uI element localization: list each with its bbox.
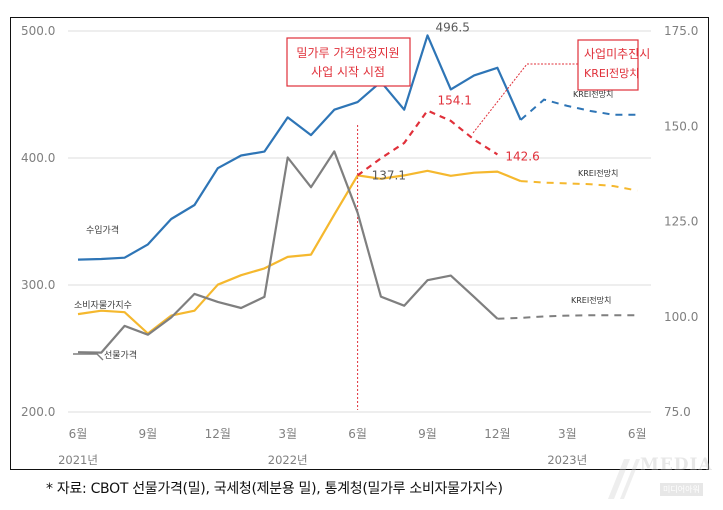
y-right-tick-label: 150.0: [664, 119, 698, 133]
y-right-tick-label: 75.0: [664, 405, 691, 419]
no-program-callout-text: 사업미추진시: [584, 47, 650, 61]
x-tick-label: 12월: [484, 427, 510, 441]
no-program-callout-text: KREI전망치: [584, 67, 639, 80]
y-right-tick-label: 125.0: [664, 215, 698, 229]
forecast-label: KREI전망치: [578, 168, 618, 178]
forecast-line-right-2: [497, 314, 638, 320]
series-line-right-1: [77, 169, 522, 335]
watermark: MEDIA 미디어아워: [602, 455, 720, 505]
x-tick-label: 3월: [558, 427, 577, 441]
series-line-right-3: [356, 109, 498, 177]
forecast-label: KREI전망치: [571, 295, 611, 305]
program-start-callout-box: [286, 37, 411, 87]
watermark-subtext: 미디어아워: [660, 483, 703, 496]
watermark-text: MEDIA: [640, 455, 713, 475]
y-left-tick-label: 200.0: [21, 405, 55, 419]
series-label: 수입가격: [86, 224, 119, 236]
y-left-tick-label: 300.0: [21, 278, 55, 292]
forecast-label: KREI전망치: [573, 89, 613, 99]
x-year-label: 2022년: [268, 453, 308, 467]
axes: 200.0 300.0 400.0 500.0 75.0 100.0 125.0 150.0 1…: [21, 24, 698, 467]
x-tick-label: 6월: [69, 427, 88, 441]
y-right-tick-label: 175.0: [664, 24, 698, 38]
series-lines: [77, 34, 638, 354]
x-tick-label: 3월: [278, 427, 297, 441]
x-tick-label: 6월: [348, 427, 367, 441]
program-start-callout-text: 밀가루 가격안정지원: [296, 46, 399, 60]
series-line-right-2: [77, 150, 499, 354]
x-tick-label: 9월: [418, 427, 437, 441]
y-right-tick-label: 100.0: [664, 310, 698, 324]
data-label: 137.1: [372, 168, 406, 182]
data-label: 496.5: [436, 20, 470, 34]
series-label-leader: [73, 353, 104, 361]
x-tick-label: 9월: [139, 427, 158, 441]
x-year-label: 2023년: [547, 453, 587, 467]
series-label: 소비자물가지수: [74, 300, 132, 311]
series-label: 선물가격: [104, 349, 137, 361]
no-program-callout-box: [577, 39, 639, 91]
y-left-tick-label: 500.0: [21, 24, 55, 38]
x-year-label: 2021년: [58, 453, 98, 467]
y-left-tick-label: 400.0: [21, 151, 55, 165]
series-line-left-0: [77, 34, 522, 261]
program-start-callout-text: 사업 시작 시점: [311, 65, 385, 79]
forecast-line-left-0: [520, 98, 638, 121]
x-tick-label: 6월: [628, 427, 647, 441]
data-label: 142.6: [505, 149, 539, 163]
watermark-logo-icon: [608, 459, 640, 499]
source-caption: * 자료: CBOT 선물가격(밀), 국세청(제분용 밀), 통계청(밀가루 …: [46, 481, 503, 497]
forecast-line-right-1: [520, 180, 638, 192]
no-program-callout-leader: [472, 63, 578, 134]
gridlines: [68, 30, 651, 413]
x-tick-label: 12월: [205, 427, 231, 441]
data-label: 154.1: [438, 94, 472, 108]
